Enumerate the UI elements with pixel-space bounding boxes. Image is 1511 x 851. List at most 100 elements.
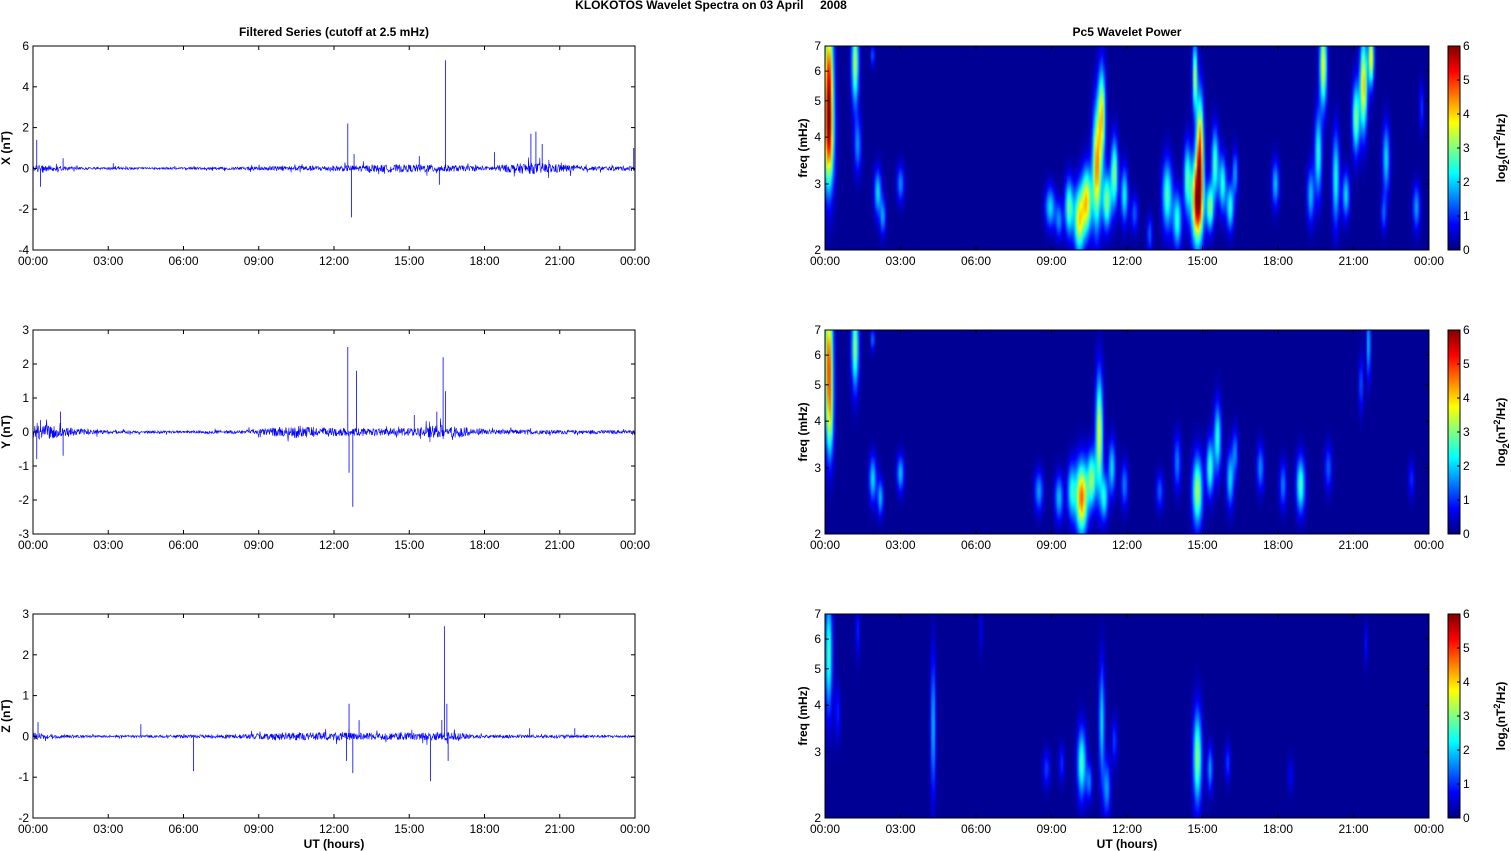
wavelet-x-xtick-label: 09:00	[1036, 254, 1066, 268]
wavelet-y-panel: 2 3 4 5 6 7 freq (mHz) 0 1 2 3 4 5 6 log2(nT2/Hz)	[796, 323, 1511, 541]
wavelet-x-xtick-label: 15:00	[1187, 254, 1217, 268]
wavelet-x-colorbar-label: log2(nT2/Hz)	[1492, 114, 1511, 183]
wavelet-x-ytick-label: 6	[814, 64, 821, 78]
series-z-ytick-label: 2	[22, 648, 29, 662]
wavelet-y-ytick-label: 4	[814, 414, 821, 428]
wavelet-z-colorbar-tick-label: 5	[1463, 641, 1470, 655]
wavelet-x-xtick-label: 18:00	[1263, 254, 1293, 268]
series-z-xtick-label: 21:00	[545, 822, 575, 836]
series-x-plot-background	[33, 46, 635, 250]
series-y-xtick-label: 03:00	[93, 538, 123, 552]
series-x-xtick-label: 00:00	[620, 254, 650, 268]
series-z-xtick-label: 06:00	[168, 822, 198, 836]
series-z-trace	[32, 728, 636, 745]
wavelet-z-xtick-label: 12:00	[1112, 822, 1142, 836]
wavelet-z-xtick-label: 09:00	[1036, 822, 1066, 836]
wavelet-z-colorbar-tick-label: 3	[1463, 709, 1470, 723]
wavelet-y-ytick-label: 7	[814, 323, 821, 337]
series-z-xtick-label: 12:00	[319, 822, 349, 836]
wavelet-z-xtick-label: 06:00	[961, 822, 991, 836]
wavelet-y-xtick-label: 15:00	[1187, 538, 1217, 552]
wavelet-y-ylabel: freq (mHz)	[796, 402, 810, 461]
wavelet-x-xtick-label: 12:00	[1112, 254, 1142, 268]
wavelet-y-xtick-label: 12:00	[1112, 538, 1142, 552]
series-z-xtick-label: 18:00	[469, 822, 499, 836]
x-axis-label-left: UT (hours)	[304, 837, 365, 851]
series-z-xtick-label: 03:00	[93, 822, 123, 836]
wavelet-x-xtick-label: 03:00	[885, 254, 915, 268]
series-x-ytick-label: 2	[22, 121, 29, 135]
series-z-xtick-label: 00:00	[18, 822, 48, 836]
series-z-ytick-label: 1	[22, 689, 29, 703]
wavelet-x-colorbar-tick-label: 1	[1463, 209, 1470, 223]
wavelet-x-colorbar-tick-label: 3	[1463, 141, 1470, 155]
wavelet-y-xtick-label: 21:00	[1338, 538, 1368, 552]
wavelet-z-power-image	[825, 614, 1429, 818]
wavelet-z-colorbar-tick-label: 2	[1463, 743, 1470, 757]
wavelet-y-colorbar-label: log2(nT2/Hz)	[1492, 398, 1511, 467]
left-column-title: Filtered Series (cutoff at 2.5 mHz)	[239, 25, 429, 39]
wavelet-y-colorbar-tick-label: 4	[1463, 391, 1470, 405]
series-y-xtick-label: 18:00	[469, 538, 499, 552]
wavelet-y-colorbar-tick-label: 2	[1463, 459, 1470, 473]
series-z-xtick-label: 15:00	[394, 822, 424, 836]
series-z-xtick-label: 09:00	[244, 822, 274, 836]
wavelet-y-ytick-label: 6	[814, 348, 821, 362]
wavelet-y-xtick-label: 03:00	[885, 538, 915, 552]
wavelet-x-ylabel: freq (mHz)	[796, 118, 810, 177]
wavelet-y-xtick-label: 00:00	[1414, 538, 1444, 552]
wavelet-x-ytick-label: 3	[814, 177, 821, 191]
series-y-xtick-label: 21:00	[545, 538, 575, 552]
wavelet-x-colorbar-tick-label: 5	[1463, 73, 1470, 87]
wavelet-x-xtick-label: 00:00	[810, 254, 840, 268]
wavelet-y-ytick-label: 3	[814, 461, 821, 475]
wavelet-z-xtick-label: 18:00	[1263, 822, 1293, 836]
wavelet-y-ytick-label: 5	[814, 378, 821, 392]
wavelet-x-xtick-label: 21:00	[1338, 254, 1368, 268]
series-x-ytick-label: -2	[18, 202, 29, 216]
wavelet-x-colorbar-tick-label: 6	[1463, 39, 1470, 53]
wavelet-y-ytick-label: 2	[814, 527, 821, 541]
series-x-xtick-label: 21:00	[545, 254, 575, 268]
wavelet-y-power-image	[825, 330, 1429, 534]
series-z-ylabel: Z (nT)	[0, 699, 13, 732]
wavelet-x-ytick-label: 4	[814, 130, 821, 144]
x-axis-label-right: UT (hours)	[1097, 837, 1158, 851]
wavelet-y-colorbar-tick-label: 5	[1463, 357, 1470, 371]
series-y-ytick-label: -1	[18, 459, 29, 473]
wavelet-z-ylabel: freq (mHz)	[796, 686, 810, 745]
wavelet-x-ytick-label: 5	[814, 94, 821, 108]
wavelet-x-colorbar-tick-label: 0	[1463, 243, 1470, 257]
wavelet-y-xtick-label: 18:00	[1263, 538, 1293, 552]
wavelet-x-panel: 2 3 4 5 6 7 freq (mHz) 0 1 2 3 4 5 6 log2(nT2/Hz)	[796, 39, 1511, 257]
wavelet-z-colorbar-label: log2(nT2/Hz)	[1492, 682, 1511, 751]
wavelet-z-colorbar-tick-label: 0	[1463, 811, 1470, 825]
series-y-ytick-label: 1	[22, 391, 29, 405]
wavelet-x-colorbar-tick-label: 4	[1463, 107, 1470, 121]
series-z-xtick-label: 00:00	[620, 822, 650, 836]
wavelet-y-xtick-label: 00:00	[810, 538, 840, 552]
series-z-ytick-label: 0	[22, 729, 29, 743]
wavelet-z-colorbar-tick-label: 4	[1463, 675, 1470, 689]
wavelet-z-colorbar-tick-label: 6	[1463, 607, 1470, 621]
series-z-panel: -2 -1 0 1 2 3 Z (nT)	[0, 607, 636, 825]
wavelet-y-colorbar-tick-label: 1	[1463, 493, 1470, 507]
wavelet-y-xtick-label: 09:00	[1036, 538, 1066, 552]
series-x-ytick-label: 6	[22, 39, 29, 53]
series-y-xtick-label: 00:00	[18, 538, 48, 552]
series-x-ytick-label: -4	[18, 243, 29, 257]
series-x-xtick-label: 18:00	[469, 254, 499, 268]
wavelet-y-xtick-label: 06:00	[961, 538, 991, 552]
series-y-panel: -3 -2 -1 0 1 2 3 Y (nT)	[0, 323, 636, 541]
series-y-ytick-label: 3	[22, 323, 29, 337]
series-y-ylabel: Y (nT)	[0, 415, 13, 449]
wavelet-z-xtick-label: 15:00	[1187, 822, 1217, 836]
wavelet-z-ytick-label: 5	[814, 662, 821, 676]
series-x-xtick-label: 15:00	[394, 254, 424, 268]
wavelet-y-colorbar-tick-label: 0	[1463, 527, 1470, 541]
wavelet-y-colorbar-tick-label: 3	[1463, 425, 1470, 439]
series-z-ytick-label: -2	[18, 811, 29, 825]
series-y-xtick-label: 12:00	[319, 538, 349, 552]
series-x-ytick-label: 4	[22, 80, 29, 94]
